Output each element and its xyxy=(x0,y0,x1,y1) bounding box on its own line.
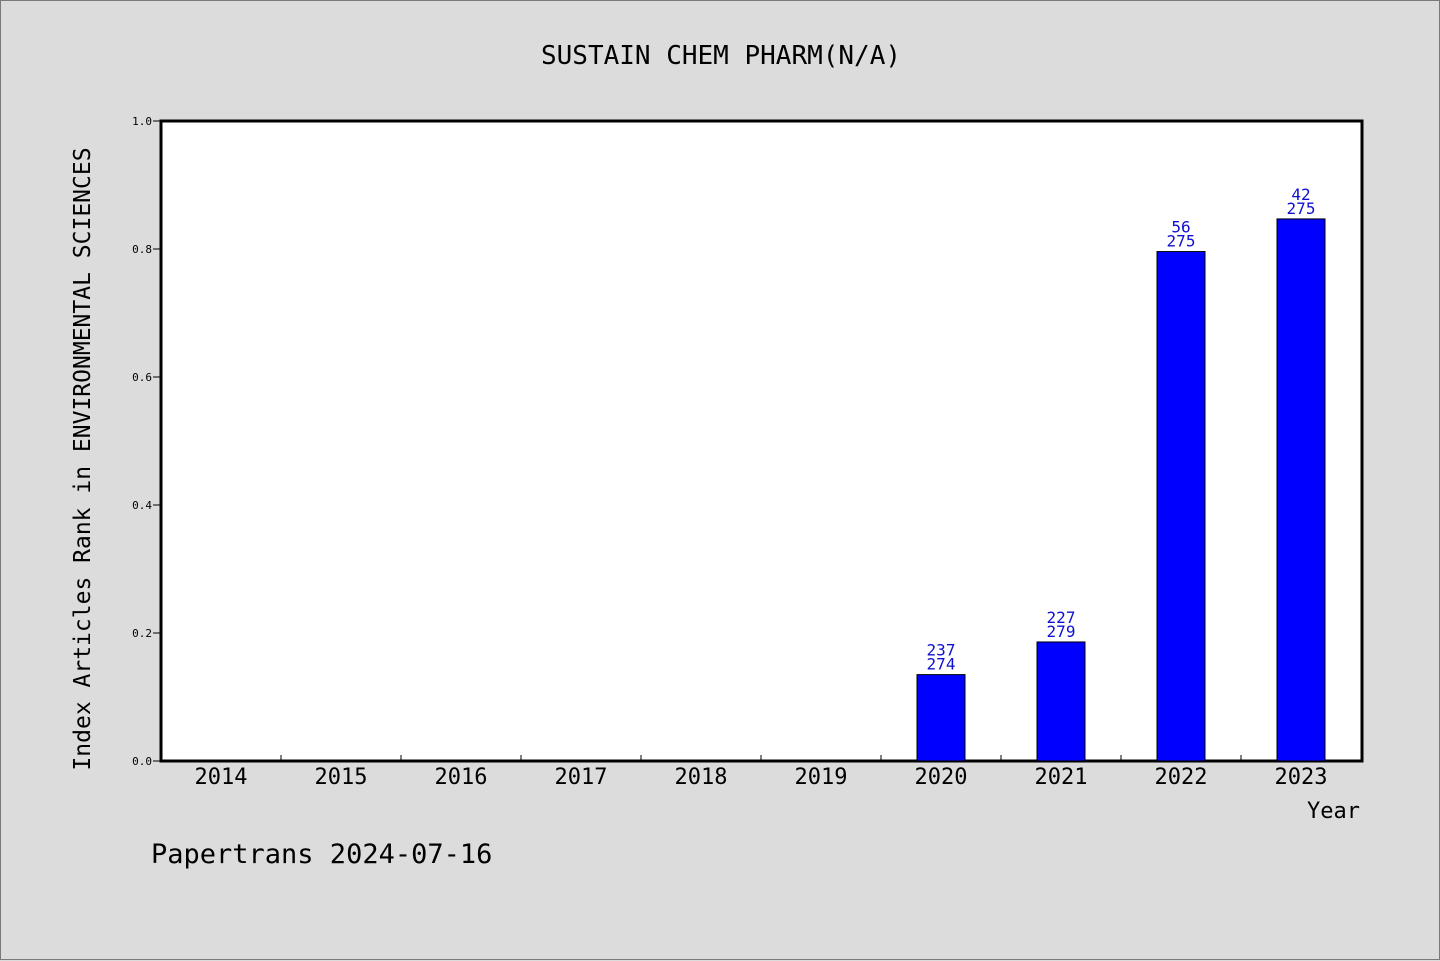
y-axis-label: Index Articles Rank in ENVIRONMENTAL SCI… xyxy=(70,147,96,770)
x-tick-label: 2017 xyxy=(555,765,608,790)
chart-title: SUSTAIN CHEM PHARM(N/A) xyxy=(541,41,901,71)
x-tick-label: 2014 xyxy=(195,765,248,790)
bar-rank-label: 237 xyxy=(927,641,956,660)
bar xyxy=(1276,218,1326,762)
bar-total-label: 275 xyxy=(1167,232,1196,251)
x-tick-label: 2019 xyxy=(795,765,848,790)
footer-text: Papertrans 2024-07-16 xyxy=(151,839,492,870)
bar xyxy=(1036,641,1086,762)
bar-total-label: 275 xyxy=(1287,199,1316,218)
y-tick-label: 0.8 xyxy=(132,243,152,256)
bar-total-label: 274 xyxy=(927,655,956,674)
bar-rank-label: 56 xyxy=(1171,218,1190,237)
bars xyxy=(916,218,1326,762)
x-tick-label: 2023 xyxy=(1275,765,1328,790)
x-tick-label: 2021 xyxy=(1035,765,1088,790)
y-tick-label: 0.4 xyxy=(132,499,152,512)
y-tick-label: 0.6 xyxy=(132,371,152,384)
bar-total-label: 279 xyxy=(1047,622,1076,641)
bar xyxy=(1156,251,1206,762)
bar xyxy=(916,674,966,762)
x-tick-label: 2020 xyxy=(915,765,968,790)
y-axis: 0.0 0.2 0.4 0.6 0.8 1.0 xyxy=(132,115,161,768)
y-tick-label: 0.0 xyxy=(132,755,152,768)
x-tick-label: 2018 xyxy=(675,765,728,790)
x-tick-label: 2016 xyxy=(435,765,488,790)
y-tick-label: 0.2 xyxy=(132,627,152,640)
x-axis: 2014 2015 2016 2017 2018 2019 2020 2021 2022 2023 xyxy=(195,755,1328,790)
y-tick-label: 1.0 xyxy=(132,115,152,128)
x-tick-label: 2015 xyxy=(315,765,368,790)
bar-rank-label: 42 xyxy=(1291,185,1310,204)
x-axis-label: Year xyxy=(1307,799,1360,824)
x-tick-label: 2022 xyxy=(1155,765,1208,790)
bar-rank-label: 227 xyxy=(1047,608,1076,627)
